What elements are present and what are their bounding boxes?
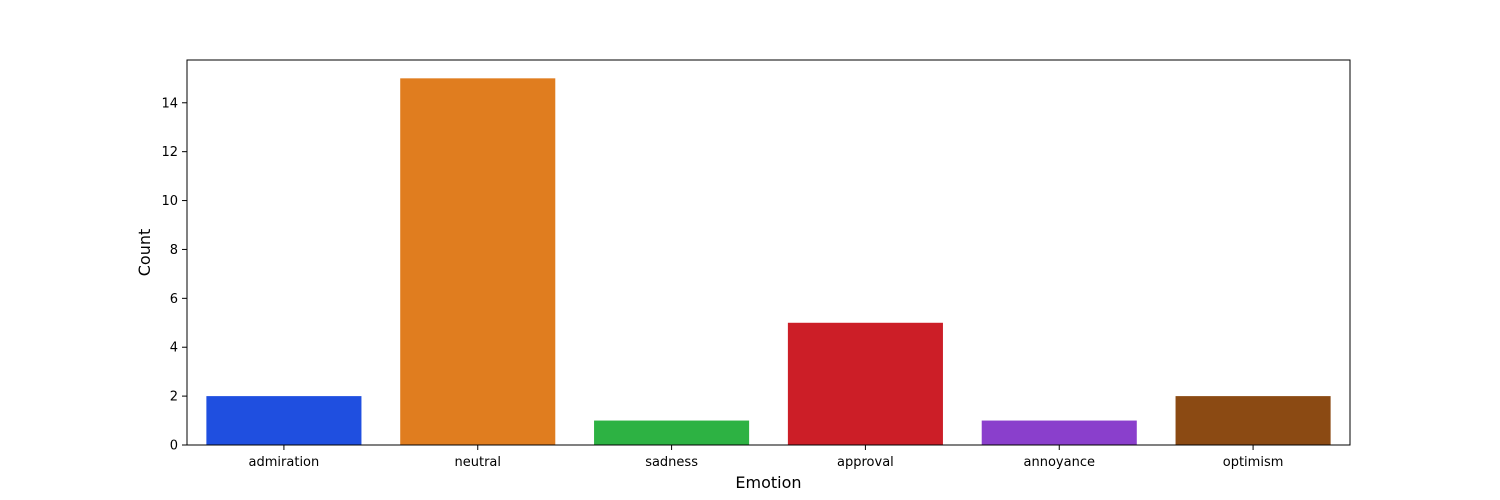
y-axis-label: Count: [135, 229, 154, 277]
plot-frame: [186, 59, 1351, 446]
bar-annoyance: [981, 420, 1137, 445]
x-axis-ticks: admiration neutral sadness approval annoyanc…: [249, 445, 1284, 470]
x-tick-label: optimism: [1223, 455, 1284, 470]
bar-neutral: [400, 78, 556, 445]
x-tick-label: admiration: [249, 455, 320, 470]
y-tick-label: 14: [161, 96, 178, 111]
bar-admiration: [206, 396, 362, 445]
bar-sadness: [594, 420, 750, 445]
bars-group: [206, 78, 1331, 445]
y-tick-label: 0: [170, 439, 178, 454]
bar-approval: [787, 322, 943, 445]
y-tick-label: 4: [170, 341, 178, 356]
y-tick-label: 2: [170, 390, 178, 405]
x-tick-label: approval: [837, 455, 894, 470]
x-tick-label: annoyance: [1024, 455, 1095, 470]
x-axis-label: Emotion: [735, 473, 801, 492]
x-tick-label: neutral: [455, 455, 502, 470]
y-tick-label: 8: [170, 243, 178, 258]
y-axis-ticks: 0 2 4 6 8 10 12 14: [161, 96, 187, 454]
bar-optimism: [1175, 396, 1331, 445]
y-tick-label: 10: [161, 194, 178, 209]
y-tick-label: 12: [161, 145, 178, 160]
y-tick-label: 6: [170, 292, 178, 307]
x-tick-label: sadness: [645, 455, 698, 470]
